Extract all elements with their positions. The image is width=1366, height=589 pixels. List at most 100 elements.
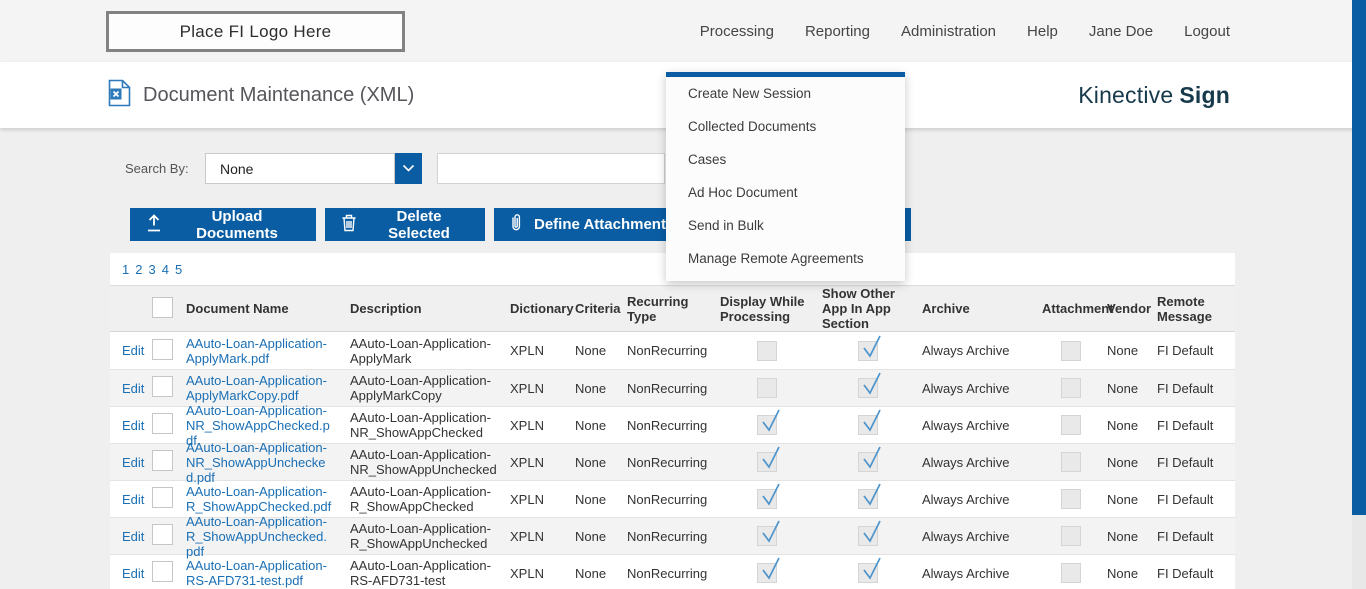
document-name-link[interactable]: AAuto-Loan-Application-R_ShowAppUnchecke… <box>186 513 327 559</box>
row-checkbox[interactable] <box>152 376 173 397</box>
edit-link[interactable]: Edit <box>122 565 145 581</box>
remote-message-value: FI Default <box>1157 528 1214 544</box>
document-name-link[interactable]: AAuto-Loan-Application-NR_ShowAppUncheck… <box>186 439 327 485</box>
nav-processing[interactable]: Processing <box>699 22 774 40</box>
document-description: AAuto-Loan-Application-ApplyMarkCopy <box>350 373 491 403</box>
dictionary-value: XPLN <box>510 343 544 358</box>
readonly-checkbox <box>1060 340 1081 361</box>
search-by-selected-value: None <box>220 160 254 177</box>
readonly-checkbox <box>1060 415 1081 435</box>
menu-item-send-in-bulk[interactable]: Send in Bulk <box>688 218 764 233</box>
table-row: Edit AAuto-Loan-Application-R_ShowAppChec… <box>110 480 1235 517</box>
readonly-checkbox-checked <box>858 372 881 398</box>
edit-link[interactable]: Edit <box>122 491 145 507</box>
edit-link[interactable]: Edit <box>122 380 145 396</box>
document-description: AAuto-Loan-Application-RS-AFD731-test <box>350 558 491 588</box>
documents-table-card: 1 2 3 4 5 Document Name Description Dict… <box>110 253 1235 589</box>
upload-documents-button[interactable]: Upload Documents <box>130 208 316 242</box>
document-name-link[interactable]: AAuto-Loan-Application-R_ShowAppChecked.… <box>186 484 332 514</box>
search-by-label: Search By: <box>125 161 189 176</box>
menu-item-ad-hoc-document[interactable]: Ad Hoc Document <box>688 185 798 200</box>
col-header-show-other-app: Show Other App In App Section <box>822 286 895 331</box>
criteria-value: None <box>575 343 607 358</box>
nav-user-jane-doe[interactable]: Jane Doe <box>1088 22 1154 40</box>
page-link-5[interactable]: 5 <box>174 261 183 277</box>
page-link-3[interactable]: 3 <box>148 261 156 277</box>
remote-message-value: FI Default <box>1157 454 1214 470</box>
row-checkbox[interactable] <box>152 524 173 545</box>
row-checkbox[interactable] <box>152 338 173 360</box>
archive-value: Always Archive <box>922 528 1010 544</box>
table-row: Edit AAuto-Loan-Application-NR_ShowAppChe… <box>110 403 1235 448</box>
table-body: Edit AAuto-Loan-Application-ApplyMark.pdf… <box>110 332 1235 589</box>
delete-selected-button[interactable]: Delete Selected <box>325 208 485 242</box>
arrow-up-icon <box>146 213 162 236</box>
select-dropdown-button[interactable] <box>395 153 422 184</box>
nav-help[interactable]: Help <box>1027 22 1058 40</box>
criteria-value: None <box>575 528 607 544</box>
recurring-type-value: NonRecurring <box>627 528 708 544</box>
paperclip-icon <box>510 213 522 236</box>
page-link-4[interactable]: 4 <box>161 261 169 277</box>
table-row: Edit AAuto-Loan-Application-RS-AFD731-tes… <box>110 554 1235 589</box>
menu-item-cases[interactable]: Cases <box>688 152 727 167</box>
edit-link[interactable]: Edit <box>122 343 145 358</box>
search-input[interactable] <box>437 153 665 184</box>
edit-link[interactable]: Edit <box>122 454 145 470</box>
row-checkbox[interactable] <box>152 413 173 434</box>
row-checkbox[interactable] <box>152 450 173 471</box>
nav-administration[interactable]: Administration <box>900 22 997 40</box>
readonly-checkbox-checked <box>858 520 881 546</box>
page-link-2[interactable]: 2 <box>135 261 143 277</box>
col-header-remote-message: Remote Message <box>1157 293 1212 324</box>
col-header-recurring-type: Recurring Type <box>627 293 689 324</box>
readonly-checkbox <box>1060 489 1081 509</box>
dictionary-value: XPLN <box>510 491 544 507</box>
vendor-value: None <box>1107 491 1139 507</box>
edit-link[interactable]: Edit <box>122 528 145 544</box>
document-name-link[interactable]: AAuto-Loan-Application-ApplyMark.pdf <box>186 335 327 366</box>
col-header-display-while-processing: Display While Processing <box>720 293 805 324</box>
archive-value: Always Archive <box>922 491 1010 507</box>
readonly-checkbox-checked <box>858 483 881 509</box>
page-scrollbar-thumb[interactable] <box>1352 0 1366 515</box>
archive-value: Always Archive <box>922 417 1010 433</box>
select-all-checkbox[interactable] <box>152 296 173 318</box>
col-header-dictionary: Dictionary <box>510 301 574 316</box>
table-row: Edit AAuto-Loan-Application-R_ShowAppUnch… <box>110 514 1235 559</box>
dictionary-value: XPLN <box>510 417 544 433</box>
document-name-link[interactable]: AAuto-Loan-Application-ApplyMarkCopy.pdf <box>186 373 327 403</box>
readonly-checkbox <box>757 340 777 361</box>
document-description: AAuto-Loan-Application-ApplyMark <box>350 335 491 366</box>
archive-value: Always Archive <box>922 454 1010 470</box>
readonly-checkbox-checked <box>858 335 881 361</box>
remote-message-value: FI Default <box>1157 417 1214 433</box>
table-row: Edit AAuto-Loan-Application-NR_ShowAppUnc… <box>110 440 1235 485</box>
remote-message-value: FI Default <box>1157 491 1214 507</box>
archive-value: Always Archive <box>922 380 1010 396</box>
col-header-description: Description <box>350 301 422 316</box>
vendor-value: None <box>1107 454 1139 470</box>
criteria-value: None <box>575 417 607 433</box>
remote-message-value: FI Default <box>1157 565 1214 581</box>
readonly-checkbox <box>1060 378 1081 398</box>
vendor-value: None <box>1107 380 1139 396</box>
menu-item-collected-documents[interactable]: Collected Documents <box>688 119 817 134</box>
menu-item-create-new-session[interactable]: Create New Session <box>688 86 812 101</box>
document-name-link[interactable]: AAuto-Loan-Application-RS-AFD731-test.pd… <box>186 558 327 588</box>
row-checkbox[interactable] <box>152 487 173 508</box>
row-checkbox[interactable] <box>152 561 173 582</box>
fi-logo-text: Place FI Logo Here <box>179 21 332 41</box>
page-link-1[interactable]: 1 <box>122 261 130 277</box>
col-header-document-name: Document Name <box>186 301 289 316</box>
document-name-link[interactable]: AAuto-Loan-Application-NR_ShowAppChecked… <box>186 402 330 448</box>
page-scrollbar-track[interactable] <box>1352 0 1366 589</box>
edit-link[interactable]: Edit <box>122 417 145 433</box>
search-by-select[interactable]: None <box>205 153 395 184</box>
dictionary-value: XPLN <box>510 454 544 470</box>
nav-logout[interactable]: Logout <box>1184 22 1230 40</box>
page-title: Document Maintenance (XML) <box>143 83 415 106</box>
readonly-checkbox-checked <box>858 446 881 472</box>
menu-item-manage-remote-agreements[interactable]: Manage Remote Agreements <box>688 251 864 266</box>
nav-reporting[interactable]: Reporting <box>804 22 870 40</box>
